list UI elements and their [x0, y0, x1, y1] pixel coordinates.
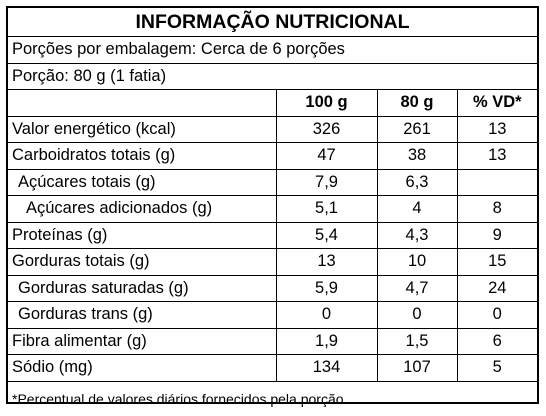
daily-value-percent: 8: [456, 195, 537, 223]
nutrient-row: Gorduras totais (g) 13 10 15: [8, 248, 537, 276]
daily-value-percent: 9: [456, 221, 537, 249]
column-header-vd: % VD*: [456, 89, 537, 117]
value-per-100g: 0: [275, 301, 378, 329]
daily-value-percent: 13: [456, 115, 537, 143]
nutrient-row: Proteínas (g) 5,4 4,3 9: [8, 221, 537, 249]
nutrient-name: Carboidratos totais (g): [8, 142, 277, 170]
nutrient-row: Valor energético (kcal) 326 261 13: [8, 115, 537, 143]
value-per-serving: 107: [376, 354, 458, 382]
column-header-100g: 100 g: [275, 89, 378, 117]
nutrition-table: INFORMAÇÃO NUTRICIONAL Porções por embal…: [8, 8, 537, 416]
value-per-serving: 38: [376, 142, 458, 170]
nutrient-row: Gorduras trans (g) 0 0 0: [8, 301, 537, 329]
nutrient-row: Fibra alimentar (g) 1,9 1,5 6: [8, 327, 537, 355]
value-per-serving: 4,3: [376, 221, 458, 249]
servings-per-package: Porções por embalagem: Cerca de 6 porçõe…: [8, 36, 537, 64]
column-header-80g: 80 g: [376, 89, 458, 117]
value-per-100g: 13: [275, 248, 378, 276]
value-per-serving: 6,3: [376, 168, 458, 196]
column-header-row: 100 g 80 g % VD*: [8, 89, 537, 117]
nutrient-name: Gorduras saturadas (g): [8, 274, 277, 302]
value-per-serving: 4: [376, 195, 458, 223]
value-per-100g: 47: [275, 142, 378, 170]
daily-value-percent: 15: [456, 248, 537, 276]
daily-value-percent: 6: [456, 327, 537, 355]
value-per-100g: 1,9: [275, 327, 378, 355]
nutrient-row: Sódio (mg) 134 107 5: [8, 354, 537, 382]
label-title: INFORMAÇÃO NUTRICIONAL: [8, 8, 537, 37]
value-per-100g: 134: [275, 354, 378, 382]
nutrient-row: Açúcares adicionados (g) 5,1 4 8: [8, 195, 537, 223]
nutrient-row: Gorduras saturadas (g) 5,9 4,7 24: [8, 274, 537, 302]
footnote: *Percentual de valores diários fornecido…: [8, 380, 537, 416]
daily-value-percent: 5: [456, 354, 537, 382]
nutrient-name: Sódio (mg): [8, 354, 277, 382]
value-per-100g: 5,1: [275, 195, 378, 223]
nutrient-row: Carboidratos totais (g) 47 38 13: [8, 142, 537, 170]
nutrient-name: Gorduras trans (g): [8, 301, 277, 329]
value-per-100g: 5,4: [275, 221, 378, 249]
value-per-serving: 4,7: [376, 274, 458, 302]
nutrient-name: Gorduras totais (g): [8, 248, 277, 276]
nutrient-name: Açúcares totais (g): [8, 168, 277, 196]
daily-value-percent: 0: [456, 301, 537, 329]
value-per-serving: 10: [376, 248, 458, 276]
nutrition-facts-label: INFORMAÇÃO NUTRICIONAL Porções por embal…: [6, 6, 539, 416]
header-blank-cell: [8, 89, 277, 117]
nutrient-name: Valor energético (kcal): [8, 115, 277, 143]
value-per-100g: 5,9: [275, 274, 378, 302]
value-per-100g: 326: [275, 115, 378, 143]
value-per-serving: 261: [376, 115, 458, 143]
nutrient-row: Açúcares totais (g) 7,9 6,3: [8, 168, 537, 196]
value-per-serving: 1,5: [376, 327, 458, 355]
value-per-100g: 7,9: [275, 168, 378, 196]
value-per-serving: 0: [376, 301, 458, 329]
nutrient-name: Proteínas (g): [8, 221, 277, 249]
serving-size: Porção: 80 g (1 fatia): [8, 62, 537, 90]
daily-value-percent: [456, 168, 537, 196]
daily-value-percent: 24: [456, 274, 537, 302]
nutrient-name: Fibra alimentar (g): [8, 327, 277, 355]
nutrient-name: Açúcares adicionados (g): [8, 195, 277, 223]
daily-value-percent: 13: [456, 142, 537, 170]
